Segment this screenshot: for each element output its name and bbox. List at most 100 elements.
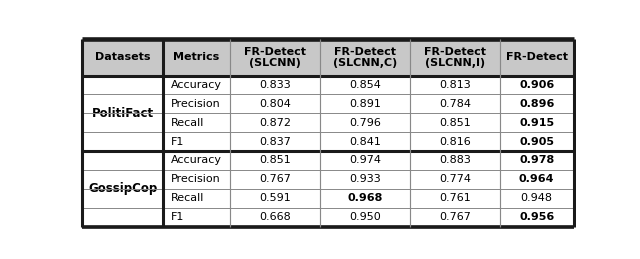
Bar bbox=[410, 151, 500, 170]
Bar bbox=[230, 76, 320, 95]
Text: Precision: Precision bbox=[172, 174, 221, 184]
Text: Recall: Recall bbox=[172, 118, 205, 128]
Bar bbox=[163, 170, 230, 189]
Bar bbox=[320, 39, 410, 76]
Bar bbox=[320, 208, 410, 227]
Text: 0.872: 0.872 bbox=[259, 118, 291, 128]
Text: FR-Detect: FR-Detect bbox=[506, 52, 568, 62]
Bar bbox=[500, 151, 573, 170]
Text: FR-Detect
(SLCNN): FR-Detect (SLCNN) bbox=[244, 47, 306, 68]
Bar bbox=[320, 95, 410, 113]
Text: 0.950: 0.950 bbox=[349, 212, 381, 222]
Text: 0.591: 0.591 bbox=[259, 193, 291, 203]
Text: 0.668: 0.668 bbox=[259, 212, 291, 222]
Bar bbox=[410, 113, 500, 132]
Bar bbox=[83, 76, 163, 95]
Bar bbox=[320, 170, 410, 189]
Text: 0.837: 0.837 bbox=[259, 137, 291, 147]
Text: 0.891: 0.891 bbox=[349, 99, 381, 109]
Bar bbox=[83, 189, 163, 208]
Bar bbox=[83, 95, 163, 113]
Text: 0.841: 0.841 bbox=[349, 137, 381, 147]
Bar bbox=[500, 39, 573, 76]
Bar bbox=[500, 189, 573, 208]
Text: 0.978: 0.978 bbox=[519, 155, 554, 166]
Bar bbox=[230, 95, 320, 113]
Text: Precision: Precision bbox=[172, 99, 221, 109]
Bar bbox=[230, 151, 320, 170]
Bar bbox=[230, 39, 320, 76]
Bar bbox=[500, 208, 573, 227]
Text: 0.833: 0.833 bbox=[259, 80, 291, 90]
Text: 0.767: 0.767 bbox=[439, 212, 471, 222]
Text: 0.854: 0.854 bbox=[349, 80, 381, 90]
Bar bbox=[163, 95, 230, 113]
Bar bbox=[500, 113, 573, 132]
Bar bbox=[320, 151, 410, 170]
Text: Datasets: Datasets bbox=[95, 52, 150, 62]
Text: 0.767: 0.767 bbox=[259, 174, 291, 184]
Bar bbox=[163, 39, 230, 76]
Text: 0.883: 0.883 bbox=[439, 155, 471, 166]
Text: Recall: Recall bbox=[172, 193, 205, 203]
Bar bbox=[410, 76, 500, 95]
Bar bbox=[163, 76, 230, 95]
Text: F1: F1 bbox=[172, 212, 184, 222]
Text: 0.956: 0.956 bbox=[519, 212, 554, 222]
Bar bbox=[500, 76, 573, 95]
Bar bbox=[83, 132, 163, 151]
Bar bbox=[320, 113, 410, 132]
Text: GossipCop: GossipCop bbox=[88, 182, 157, 195]
Text: 0.905: 0.905 bbox=[519, 137, 554, 147]
Bar bbox=[410, 208, 500, 227]
Bar bbox=[410, 95, 500, 113]
Text: 0.968: 0.968 bbox=[347, 193, 383, 203]
Text: 0.964: 0.964 bbox=[519, 174, 554, 184]
Text: 0.948: 0.948 bbox=[521, 193, 553, 203]
Bar bbox=[320, 132, 410, 151]
Bar bbox=[83, 113, 163, 132]
Bar bbox=[163, 113, 230, 132]
Text: 0.851: 0.851 bbox=[439, 118, 471, 128]
Bar bbox=[163, 189, 230, 208]
Bar bbox=[410, 170, 500, 189]
Text: F1: F1 bbox=[172, 137, 184, 147]
Text: 0.816: 0.816 bbox=[439, 137, 471, 147]
Bar bbox=[410, 132, 500, 151]
Text: 0.784: 0.784 bbox=[439, 99, 471, 109]
Text: 0.974: 0.974 bbox=[349, 155, 381, 166]
Text: 0.813: 0.813 bbox=[439, 80, 471, 90]
Text: 0.761: 0.761 bbox=[439, 193, 471, 203]
Bar bbox=[230, 208, 320, 227]
Text: 0.933: 0.933 bbox=[349, 174, 381, 184]
Text: Metrics: Metrics bbox=[173, 52, 220, 62]
Bar bbox=[410, 39, 500, 76]
Bar bbox=[163, 151, 230, 170]
Bar bbox=[320, 76, 410, 95]
Bar bbox=[230, 189, 320, 208]
Text: 0.915: 0.915 bbox=[519, 118, 554, 128]
Text: 0.896: 0.896 bbox=[519, 99, 554, 109]
Text: 0.774: 0.774 bbox=[439, 174, 471, 184]
Bar bbox=[83, 208, 163, 227]
Bar bbox=[230, 170, 320, 189]
Text: 0.796: 0.796 bbox=[349, 118, 381, 128]
Text: Accuracy: Accuracy bbox=[172, 155, 222, 166]
Text: PolitiFact: PolitiFact bbox=[92, 107, 154, 120]
Bar bbox=[500, 95, 573, 113]
Bar bbox=[230, 113, 320, 132]
Text: 0.804: 0.804 bbox=[259, 99, 291, 109]
Bar bbox=[230, 132, 320, 151]
Bar bbox=[320, 189, 410, 208]
Bar bbox=[500, 132, 573, 151]
Text: FR-Detect
(SLCNN,C): FR-Detect (SLCNN,C) bbox=[333, 47, 397, 68]
Text: 0.851: 0.851 bbox=[259, 155, 291, 166]
Bar bbox=[83, 39, 163, 76]
Bar bbox=[83, 151, 163, 170]
Bar bbox=[83, 170, 163, 189]
Bar bbox=[163, 208, 230, 227]
Bar bbox=[410, 189, 500, 208]
Text: FR-Detect
(SLCNN,I): FR-Detect (SLCNN,I) bbox=[424, 47, 486, 68]
Bar bbox=[500, 170, 573, 189]
Text: 0.906: 0.906 bbox=[519, 80, 554, 90]
